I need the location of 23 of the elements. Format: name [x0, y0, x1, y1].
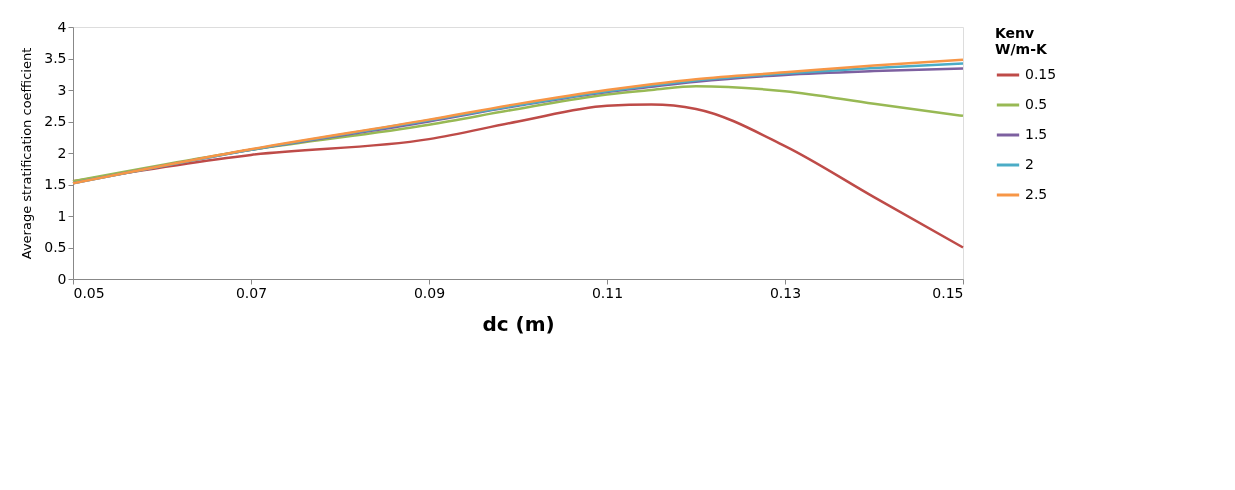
legend-label: 0.15	[1025, 66, 1057, 82]
x-tick-label: 0.13	[769, 284, 802, 301]
legend-label: 1.5	[1025, 126, 1048, 142]
y-tick-label: 0	[57, 270, 67, 287]
legend-label: 0.5	[1025, 96, 1048, 112]
y-tick-label: 2	[57, 144, 67, 161]
legend-title: Kenv W/m-K	[995, 25, 1048, 57]
y-tick-label: 4	[57, 18, 67, 35]
y-tick-label: 3.5	[44, 50, 67, 66]
x-tick-label: 0.11	[591, 284, 624, 301]
x-tick-label: 0.07	[235, 284, 268, 301]
legend-label: 2	[1025, 156, 1034, 172]
y-tick-label: 2.5	[44, 113, 67, 129]
y-tick-label: 1	[57, 207, 67, 224]
x-tick-label: 0.09	[413, 284, 446, 301]
y-tick-label: 1.5	[44, 176, 67, 192]
x-axis-title: dc (m)	[482, 311, 555, 336]
y-axis-title: Average stratification coefficient	[19, 47, 35, 260]
x-tick-label: 0.15	[932, 284, 964, 301]
x-tick-label: 0.05	[73, 284, 105, 301]
legend-label: 2.5	[1025, 186, 1048, 202]
y-tick-label: 3	[57, 81, 67, 98]
y-tick-label: 0.5	[44, 239, 67, 255]
